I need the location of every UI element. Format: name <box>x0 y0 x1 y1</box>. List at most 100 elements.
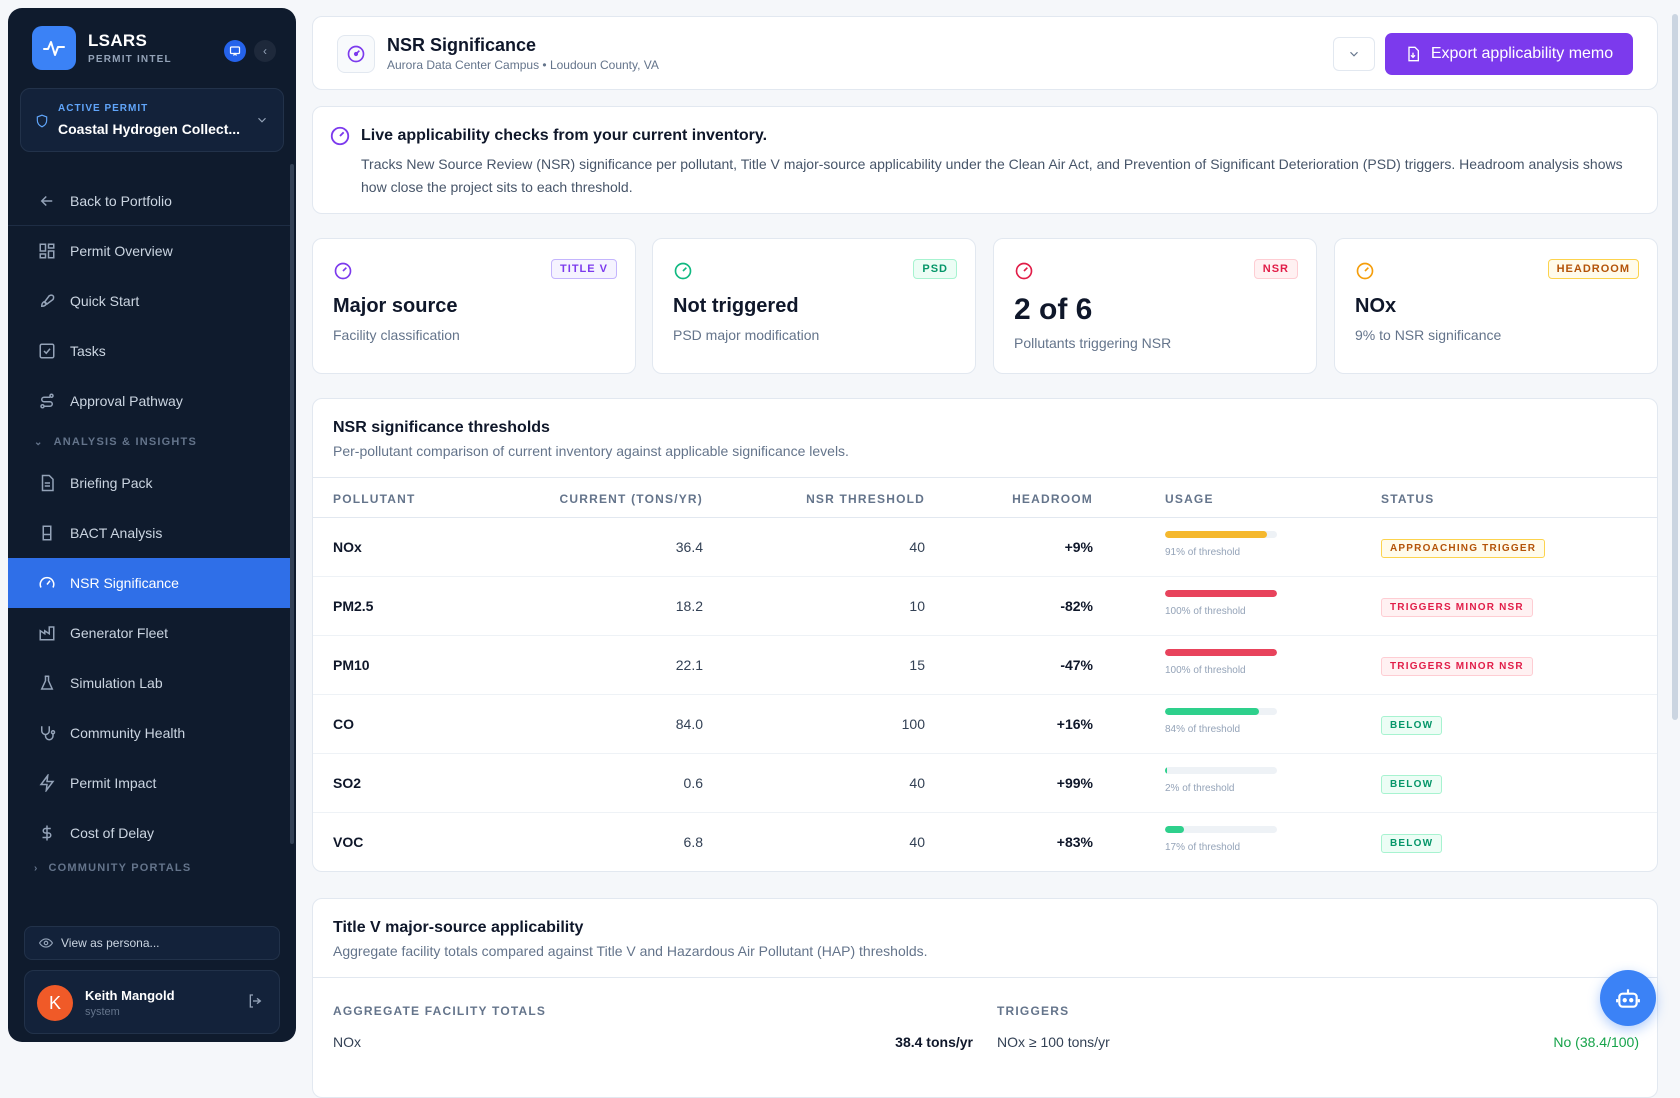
page-title: NSR Significance <box>387 35 537 55</box>
col-headroom: HEADROOM <box>1012 492 1093 506</box>
usage-bar-fill <box>1165 826 1185 833</box>
info-title: Live applicability checks from your curr… <box>361 127 768 144</box>
nav-generator-fleet[interactable]: Generator Fleet <box>8 608 290 658</box>
table-row[interactable]: CO 84.0 100 +16% 84% of threshold BELOW <box>313 695 1657 754</box>
main-content: NSR Significance Aurora Data Center Camp… <box>312 0 1658 1098</box>
section-subtitle: Aggregate facility totals compared again… <box>333 943 928 959</box>
cell-threshold: 40 <box>909 539 925 555</box>
persona-selector[interactable]: View as persona... <box>24 926 280 960</box>
nav-label: Tasks <box>70 343 106 359</box>
table-row[interactable]: VOC 6.8 40 +83% 17% of threshold BELOW <box>313 813 1657 871</box>
col-pollutant: POLLUTANT <box>333 492 416 506</box>
usage-label: 91% of threshold <box>1165 547 1241 558</box>
total-pollutant: NOx <box>333 1034 361 1050</box>
gauge-icon <box>1015 262 1033 280</box>
nav-label: Back to Portfolio <box>70 192 172 209</box>
usage-bar-fill <box>1165 590 1277 597</box>
gauge-icon <box>39 576 55 588</box>
nav-permit-impact[interactable]: Permit Impact <box>8 758 290 808</box>
chevron-down-icon <box>258 117 266 123</box>
cell-headroom: -82% <box>1060 598 1093 614</box>
options-dropdown[interactable] <box>1333 37 1375 71</box>
nsr-threshold-card: NSR significance thresholds Per-pollutan… <box>312 398 1658 872</box>
pulse-logo-icon <box>32 26 76 70</box>
nav-label: Permit Overview <box>70 243 173 259</box>
nav-label: Quick Start <box>70 293 140 309</box>
main-scrollbar[interactable] <box>1672 14 1678 720</box>
nav-back-to-portfolio[interactable]: Back to Portfolio <box>8 176 290 226</box>
export-memo-button[interactable]: Export applicability memo <box>1385 33 1633 75</box>
usage-bar <box>1165 708 1277 715</box>
total-value: 38.4 tons/yr <box>895 1034 973 1050</box>
nav-section-community[interactable]: › COMMUNITY PORTALS <box>8 858 290 878</box>
cell-pollutant: PM10 <box>333 657 370 673</box>
table-row[interactable]: PM2.5 18.2 10 -82% 100% of threshold TRIGGERS… <box>313 577 1657 636</box>
stat-card-psd: PSD Not triggered PSD major modification <box>652 238 976 374</box>
nav-section-label: ANALYSIS & INSIGHTS <box>53 436 198 448</box>
chat-icon[interactable] <box>224 40 246 62</box>
dollar-icon <box>42 825 52 841</box>
collapse-sidebar-icon[interactable]: ‹ <box>254 40 276 62</box>
nav-section-analysis[interactable]: ⌄ ANALYSIS & INSIGHTS <box>8 426 290 458</box>
nav-cost-of-delay[interactable]: Cost of Delay <box>8 808 290 858</box>
route-icon <box>40 393 54 409</box>
eye-icon <box>39 938 53 948</box>
nav-bact-analysis[interactable]: BACT Analysis <box>8 508 290 558</box>
stat-card-headroom: HEADROOM NOx 9% to NSR significance <box>1334 238 1658 374</box>
table-row[interactable]: SO2 0.6 40 +99% 2% of threshold BELOW <box>313 754 1657 813</box>
grid-icon <box>39 243 55 259</box>
active-permit-name: Coastal Hydrogen Collect... <box>58 121 241 137</box>
stat-label: 9% to NSR significance <box>1355 327 1502 343</box>
assistant-bot-button[interactable] <box>1600 970 1656 1026</box>
cell-threshold: 100 <box>901 716 925 732</box>
table-row[interactable]: NOx 36.4 40 +9% 91% of threshold APPROACHING … <box>313 518 1657 577</box>
cell-threshold: 15 <box>909 657 925 673</box>
nav-briefing-pack[interactable]: Briefing Pack <box>8 458 290 508</box>
info-text: Tracks New Source Review (NSR) significa… <box>361 156 1623 195</box>
status-badge: PSD <box>913 259 957 279</box>
cell-current: 36.4 <box>675 539 703 555</box>
nav-permit-overview[interactable]: Permit Overview <box>8 226 290 276</box>
cell-current: 0.6 <box>683 775 703 791</box>
title-v-table: AGGREGATE FACILITY TOTALS TRIGGERS NOx 3… <box>313 977 1657 1050</box>
user-role: system <box>85 1006 120 1018</box>
usage-bar <box>1165 767 1277 774</box>
nav-simulation-lab[interactable]: Simulation Lab <box>8 658 290 708</box>
title-v-card: Title V major-source applicability Aggre… <box>312 898 1658 1098</box>
export-label: Export applicability memo <box>1430 45 1614 62</box>
nav-community-health[interactable]: Community Health <box>8 708 290 758</box>
cell-threshold: 10 <box>909 598 925 614</box>
chevron-down-icon <box>1350 51 1358 57</box>
table-row[interactable]: PM10 22.1 15 -47% 100% of threshold TRIGGERS … <box>313 636 1657 695</box>
brand[interactable]: LSARS PERMIT INTEL <box>32 26 172 70</box>
nav-label: BACT Analysis <box>70 525 163 541</box>
checkbox-icon <box>39 343 55 359</box>
usage-bar-fill <box>1165 708 1260 715</box>
status-badge: NSR <box>1253 259 1298 279</box>
stat-label: Facility classification <box>333 327 460 343</box>
sidebar-scrollbar[interactable] <box>290 164 294 844</box>
cell-pollutant: VOC <box>333 834 364 850</box>
status-badge: BELOW <box>1381 775 1443 794</box>
nav-nsr-significance[interactable]: NSR Significance <box>8 558 290 608</box>
nav-approval-pathway[interactable]: Approval Pathway <box>8 376 290 426</box>
logout-icon[interactable] <box>247 993 263 1009</box>
active-permit-selector[interactable]: ACTIVE PERMIT Coastal Hydrogen Collect..… <box>20 88 284 152</box>
lightning-icon <box>39 774 55 792</box>
robot-icon <box>1616 989 1640 1008</box>
nav-label: Community Health <box>70 725 186 741</box>
stat-value: Not triggered <box>673 295 799 317</box>
gauge-icon <box>1356 262 1374 280</box>
user-card: K Keith Mangold system <box>24 970 280 1034</box>
usage-label: 100% of threshold <box>1165 665 1246 676</box>
cell-headroom: -47% <box>1060 657 1093 673</box>
nav-quick-start[interactable]: Quick Start <box>8 276 290 326</box>
usage-bar-fill <box>1165 649 1277 656</box>
usage-bar <box>1165 590 1277 597</box>
nav-label: Cost of Delay <box>70 825 155 841</box>
cell-current: 22.1 <box>675 657 703 673</box>
cell-headroom: +83% <box>1056 834 1093 850</box>
nav-tasks[interactable]: Tasks <box>8 326 290 376</box>
user-name: Keith Mangold <box>85 988 175 1003</box>
usage-bar <box>1165 826 1277 833</box>
